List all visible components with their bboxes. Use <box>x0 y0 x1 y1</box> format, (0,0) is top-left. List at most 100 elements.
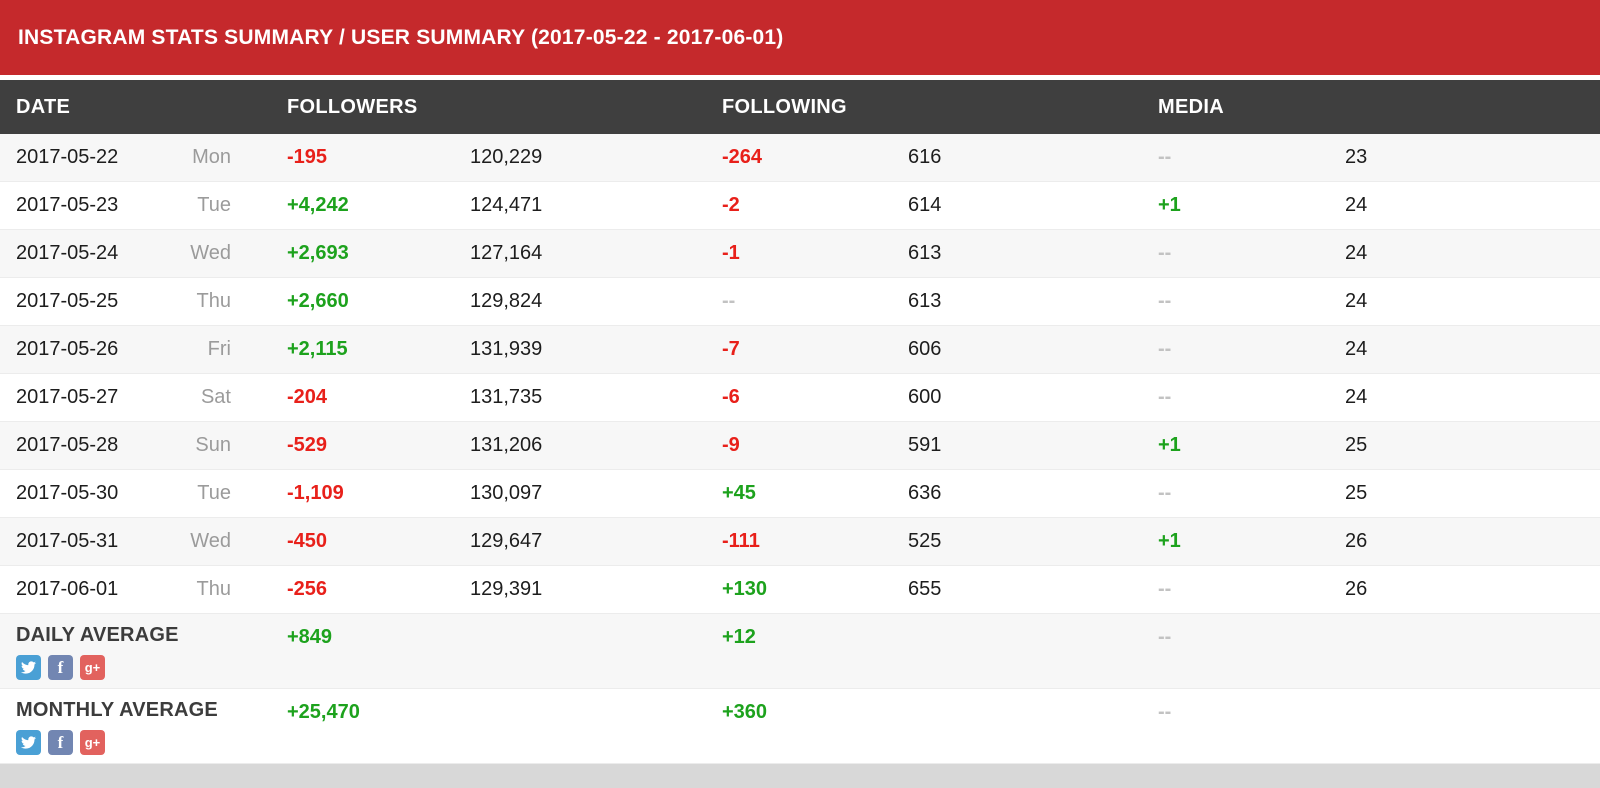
table-header: DATE FOLLOWERS FOLLOWING MEDIA <box>0 80 1600 134</box>
media-change-cell: +1 <box>1158 530 1181 552</box>
page-background <box>0 764 1600 788</box>
title-banner: INSTAGRAM STATS SUMMARY / USER SUMMARY (… <box>0 0 1600 80</box>
media-change-cell: -- <box>1158 578 1172 600</box>
following-change-cell: -- <box>722 290 736 312</box>
followers-change-cell: -1,109 <box>287 482 344 504</box>
table-row: 2017-05-26 Fri +2,115 131,939 -7 606 -- … <box>0 326 1600 374</box>
followers-value-cell: 129,824 <box>470 290 543 312</box>
stats-panel: INSTAGRAM STATS SUMMARY / USER SUMMARY (… <box>0 0 1600 764</box>
media-value-cell: 23 <box>1345 146 1368 168</box>
followers-change-cell: +2,693 <box>287 242 349 264</box>
media-value-cell: 24 <box>1345 242 1368 264</box>
following-value-cell: 613 <box>908 242 942 264</box>
table-row: 2017-05-24 Wed +2,693 127,164 -1 613 -- … <box>0 230 1600 278</box>
following-change-cell: -2 <box>722 194 740 216</box>
twitter-icon[interactable] <box>16 730 41 755</box>
share-buttons: f g+ <box>16 655 287 680</box>
date-cell: 2017-06-01 <box>16 578 119 600</box>
followers-value-cell: 127,164 <box>470 242 543 264</box>
media-change-cell: -- <box>1158 482 1172 504</box>
column-header-following: FOLLOWING <box>722 95 847 118</box>
day-cell: Wed <box>190 242 231 264</box>
followers-change-cell: +4,242 <box>287 194 349 216</box>
monthly-average-label: MONTHLY AVERAGE <box>16 699 218 721</box>
following-value-cell: 525 <box>908 530 942 552</box>
column-header-date: DATE <box>16 95 71 118</box>
following-value-cell: 613 <box>908 290 942 312</box>
following-change-cell: -111 <box>722 530 760 552</box>
followers-value-cell: 131,206 <box>470 434 543 456</box>
following-change-cell: -264 <box>722 146 763 168</box>
following-change-cell: +45 <box>722 482 756 504</box>
day-cell: Thu <box>196 290 231 312</box>
media-value-cell: 24 <box>1345 290 1368 312</box>
twitter-icon[interactable] <box>16 655 41 680</box>
monthly-average-media-change: -- <box>1158 701 1172 723</box>
table-row: 2017-05-28 Sun -529 131,206 -9 591 +1 25 <box>0 422 1600 470</box>
table-row: 2017-05-25 Thu +2,660 129,824 -- 613 -- … <box>0 278 1600 326</box>
facebook-icon[interactable]: f <box>48 730 73 755</box>
media-change-cell: +1 <box>1158 434 1181 456</box>
table-row: 2017-05-22 Mon -195 120,229 -264 616 -- … <box>0 134 1600 182</box>
table-row: 2017-05-23 Tue +4,242 124,471 -2 614 +1 … <box>0 182 1600 230</box>
following-change-cell: -6 <box>722 386 740 408</box>
following-value-cell: 616 <box>908 146 942 168</box>
daily-average-following-change: +12 <box>722 626 756 648</box>
day-cell: Sat <box>200 386 231 408</box>
column-header-media: MEDIA <box>1158 95 1224 118</box>
date-cell: 2017-05-27 <box>16 386 119 408</box>
google-plus-icon[interactable]: g+ <box>80 655 105 680</box>
following-value-cell: 591 <box>908 434 942 456</box>
media-change-cell: -- <box>1158 386 1172 408</box>
media-change-cell: -- <box>1158 290 1172 312</box>
following-value-cell: 606 <box>908 338 942 360</box>
day-cell: Wed <box>190 530 231 552</box>
following-value-cell: 600 <box>908 386 942 408</box>
date-cell: 2017-05-22 <box>16 146 119 168</box>
followers-change-cell: -256 <box>287 578 328 600</box>
daily-average-block: DAILY AVERAGE f g+ <box>16 624 287 680</box>
followers-value-cell: 130,097 <box>470 482 543 504</box>
facebook-icon[interactable]: f <box>48 655 73 680</box>
google-plus-icon[interactable]: g+ <box>80 730 105 755</box>
following-value-cell: 614 <box>908 194 942 216</box>
following-change-cell: -9 <box>722 434 740 456</box>
media-value-cell: 26 <box>1345 530 1368 552</box>
followers-change-cell: +2,660 <box>287 290 349 312</box>
media-value-cell: 25 <box>1345 482 1368 504</box>
page-title: INSTAGRAM STATS SUMMARY / USER SUMMARY (… <box>18 25 784 49</box>
date-cell: 2017-05-31 <box>16 530 119 552</box>
followers-value-cell: 129,647 <box>470 530 543 552</box>
table-row: 2017-05-31 Wed -450 129,647 -111 525 +1 … <box>0 518 1600 566</box>
followers-change-cell: -529 <box>287 434 328 456</box>
share-buttons: f g+ <box>16 730 287 755</box>
media-value-cell: 24 <box>1345 338 1368 360</box>
followers-value-cell: 131,939 <box>470 338 543 360</box>
column-header-followers: FOLLOWERS <box>287 95 418 118</box>
media-value-cell: 24 <box>1345 386 1368 408</box>
followers-value-cell: 124,471 <box>470 194 543 216</box>
table-row: 2017-05-27 Sat -204 131,735 -6 600 -- 24 <box>0 374 1600 422</box>
media-change-cell: -- <box>1158 146 1172 168</box>
following-change-cell: +130 <box>722 578 768 600</box>
followers-value-cell: 131,735 <box>470 386 543 408</box>
daily-average-followers-change: +849 <box>287 626 333 648</box>
following-change-cell: -1 <box>722 242 740 264</box>
day-cell: Tue <box>197 482 231 504</box>
monthly-average-row: MONTHLY AVERAGE f g+ +25,470 +360 -- <box>0 689 1600 764</box>
following-value-cell: 655 <box>908 578 942 600</box>
followers-change-cell: -450 <box>287 530 328 552</box>
media-value-cell: 26 <box>1345 578 1368 600</box>
followers-value-cell: 129,391 <box>470 578 543 600</box>
followers-change-cell: +2,115 <box>287 338 348 360</box>
date-cell: 2017-05-30 <box>16 482 119 504</box>
following-value-cell: 636 <box>908 482 942 504</box>
table-body: 2017-05-22 Mon -195 120,229 -264 616 -- … <box>0 134 1600 614</box>
day-cell: Fri <box>207 338 231 360</box>
media-value-cell: 24 <box>1345 194 1368 216</box>
day-cell: Thu <box>196 578 231 600</box>
date-cell: 2017-05-28 <box>16 434 119 456</box>
day-cell: Sun <box>195 434 231 456</box>
media-change-cell: -- <box>1158 338 1172 360</box>
